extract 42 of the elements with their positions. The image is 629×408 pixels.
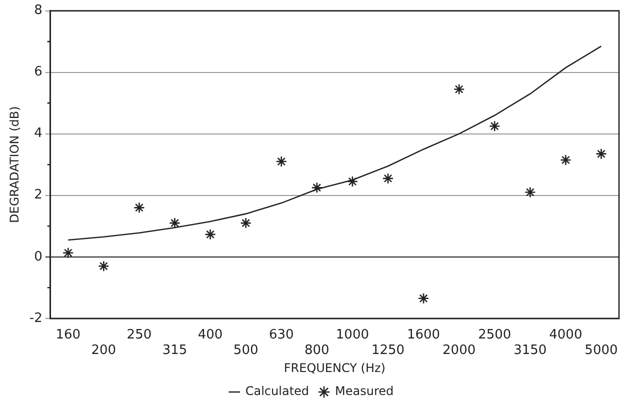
- point: [418, 292, 430, 304]
- x-tick-label: 1600: [406, 328, 440, 343]
- x-tick-label: 400: [198, 328, 223, 343]
- x-tick-label: 800: [304, 343, 330, 358]
- point: [240, 217, 252, 229]
- y-tick-label: 0: [34, 249, 42, 264]
- point: [453, 84, 465, 95]
- x-tick-label: 2500: [478, 328, 512, 343]
- point: [62, 247, 74, 259]
- point: [346, 176, 358, 188]
- point: [276, 156, 288, 168]
- y-tick-label: 2: [34, 188, 42, 203]
- x-tick-label: 315: [162, 343, 188, 358]
- point: [596, 148, 607, 160]
- x-tick-label: 2000: [442, 343, 476, 358]
- x-tick-label: 1250: [371, 343, 405, 358]
- y-tick-label: 8: [34, 3, 42, 18]
- point: [488, 120, 500, 132]
- y-tick-label: -2: [29, 310, 42, 326]
- legend-label: Calculated: [245, 384, 310, 398]
- x-tick-label: 500: [233, 343, 258, 358]
- x-tick-label: 3150: [514, 343, 547, 358]
- point: [560, 154, 572, 166]
- point: [98, 260, 110, 272]
- x-tick-label: 200: [91, 343, 116, 358]
- x-tick-label: 4000: [549, 328, 582, 343]
- point: [169, 217, 180, 229]
- point: [524, 186, 536, 198]
- point: [134, 202, 145, 214]
- y-axis-title: DEGRADATION (dB): [7, 106, 22, 224]
- x-tick-label: 250: [126, 328, 152, 343]
- point: [204, 228, 216, 240]
- point: [311, 182, 323, 194]
- y-tick-label: 4: [34, 126, 42, 142]
- legend-label: Measured: [335, 384, 394, 398]
- x-tick-label: 5000: [584, 343, 618, 358]
- x-tick-label: 160: [56, 328, 81, 343]
- x-axis-title: FREQUENCY (Hz): [284, 360, 386, 375]
- y-tick-label: 6: [34, 64, 42, 80]
- point: [382, 172, 394, 184]
- x-tick-label: 630: [268, 328, 294, 343]
- x-tick-label: 1000: [336, 328, 369, 343]
